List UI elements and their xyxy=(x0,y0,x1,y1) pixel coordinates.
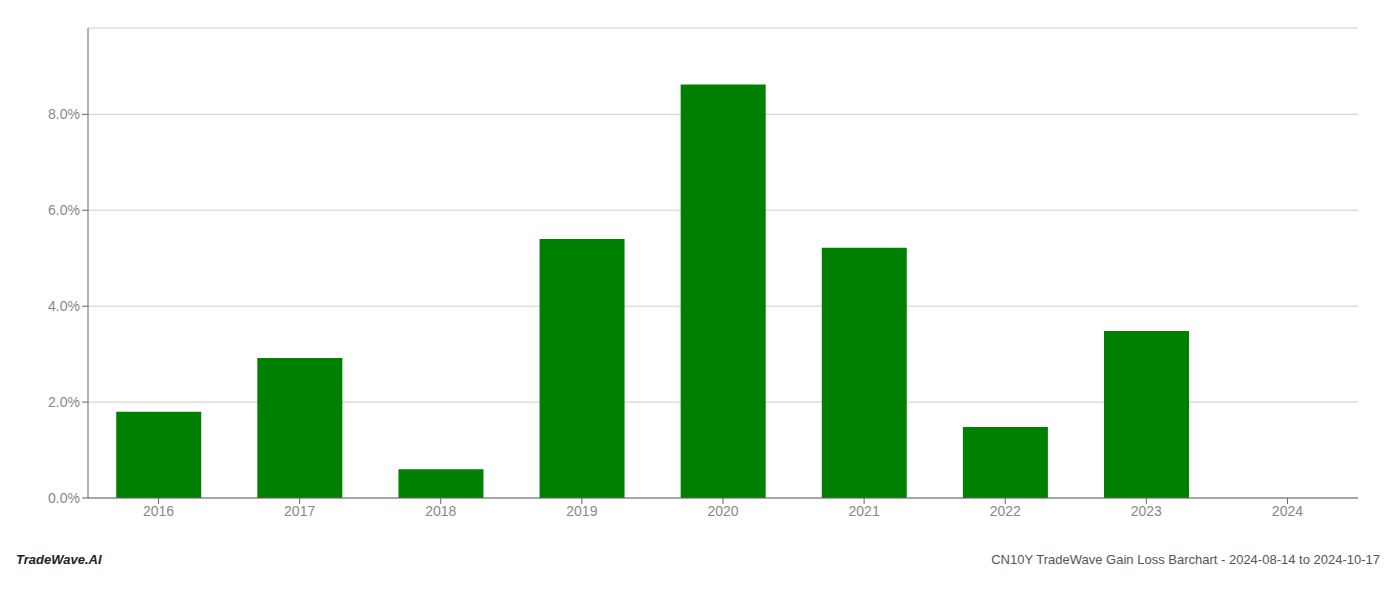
svg-text:2024: 2024 xyxy=(1272,503,1303,519)
html-text:TradeWave.AI: TradeWave.AI xyxy=(16,552,102,567)
html-text:CN10Y TradeWave Gain Loss Barc: CN10Y TradeWave Gain Loss Barchart - 202… xyxy=(991,552,1380,567)
svg-text:2019: 2019 xyxy=(566,503,597,519)
svg-text:2016: 2016 xyxy=(143,503,174,519)
svg-text:8.0%: 8.0% xyxy=(48,106,80,122)
svg-text:0.0%: 0.0% xyxy=(48,490,80,506)
svg-text:2.0%: 2.0% xyxy=(48,394,80,410)
svg-text:2020: 2020 xyxy=(707,503,738,519)
svg-text:6.0%: 6.0% xyxy=(48,202,80,218)
svg-text:2022: 2022 xyxy=(990,503,1021,519)
svg-text:2018: 2018 xyxy=(425,503,456,519)
svg-text:2023: 2023 xyxy=(1131,503,1162,519)
svg-text:4.0%: 4.0% xyxy=(48,298,80,314)
svg-text:2021: 2021 xyxy=(849,503,880,519)
svg-text:2017: 2017 xyxy=(284,503,315,519)
